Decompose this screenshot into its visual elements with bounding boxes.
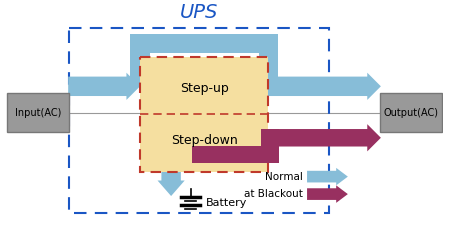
Polygon shape xyxy=(68,73,140,100)
Text: UPS: UPS xyxy=(180,3,218,22)
Text: at Blackout: at Blackout xyxy=(244,189,303,199)
Bar xyxy=(69,28,329,213)
Polygon shape xyxy=(258,73,381,100)
Polygon shape xyxy=(307,185,348,203)
Bar xyxy=(130,34,278,53)
Bar xyxy=(130,44,150,86)
Text: Step-down: Step-down xyxy=(171,134,238,147)
Polygon shape xyxy=(307,168,348,185)
Bar xyxy=(261,129,279,163)
Bar xyxy=(140,57,268,172)
Text: Input(AC): Input(AC) xyxy=(15,107,61,118)
Polygon shape xyxy=(270,124,381,151)
Polygon shape xyxy=(158,172,184,196)
Bar xyxy=(258,44,278,86)
FancyBboxPatch shape xyxy=(7,93,69,132)
Text: Step-up: Step-up xyxy=(180,82,229,95)
Bar xyxy=(193,146,270,163)
Text: Battery: Battery xyxy=(206,198,248,208)
Text: Output(AC): Output(AC) xyxy=(383,107,438,118)
FancyBboxPatch shape xyxy=(380,93,442,132)
Text: Normal: Normal xyxy=(266,172,303,182)
